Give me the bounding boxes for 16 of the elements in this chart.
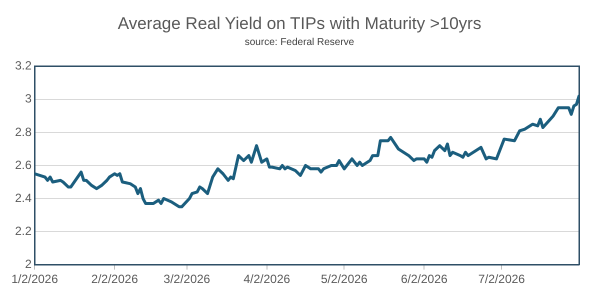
chart-title: Average Real Yield on TIPs with Maturity >10yrs: [118, 14, 482, 33]
y-tick-label: 2.2: [14, 224, 32, 238]
y-tick-label: 2.4: [14, 190, 32, 205]
x-tick-label: 4/2/2026: [243, 272, 291, 286]
x-tick-label: 5/2/2026: [320, 272, 368, 286]
y-tick-label: 2.8: [14, 124, 32, 139]
y-tick-label: 3.2: [14, 58, 32, 73]
x-tick-label: 6/2/2026: [400, 272, 448, 286]
x-tick-label: 1/2/2026: [11, 272, 58, 286]
y-tick-label: 3: [24, 92, 32, 106]
chart-subtitle: source: Federal Reserve: [244, 37, 355, 48]
y-tick-label: 2.6: [14, 158, 32, 172]
x-tick-label: 2/2/2026: [91, 272, 138, 286]
y-tick-label: 2: [24, 256, 32, 271]
x-tick-label: 7/2/2026: [478, 272, 526, 286]
x-tick-label: 3/2/2026: [164, 272, 211, 286]
